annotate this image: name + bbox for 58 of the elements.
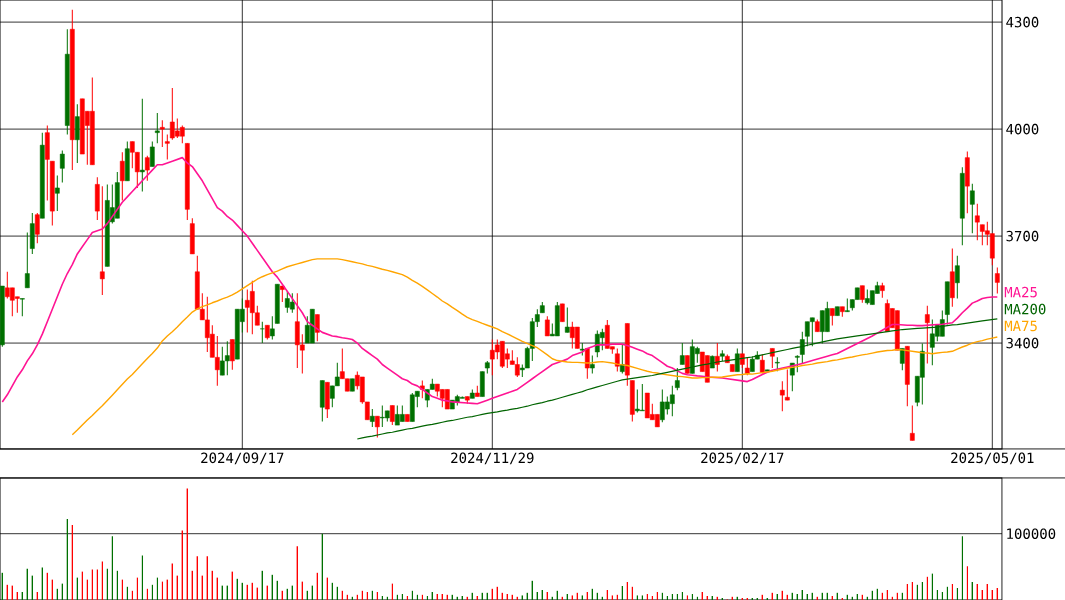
candlestick: [229, 339, 235, 371]
candlestick: [34, 212, 40, 244]
candlestick: [154, 112, 160, 144]
candlestick: [389, 404, 395, 426]
candlestick: [314, 314, 320, 342]
candlestick: [784, 368, 790, 401]
candlestick: [674, 367, 680, 391]
candlestick: [779, 380, 785, 412]
candlestick: [54, 174, 60, 212]
candlestick: [679, 342, 685, 365]
candlestick: [844, 298, 850, 313]
candlestick: [144, 155, 150, 182]
x-tick-label: 2024/09/17: [201, 452, 284, 465]
candlestick: [799, 331, 805, 364]
y-tick-label: 3700: [1006, 230, 1039, 242]
candlestick: [119, 151, 125, 201]
series-label: MA25: [1004, 286, 1037, 298]
candlestick: [714, 342, 720, 373]
candlestick: [909, 404, 915, 441]
candlestick: [159, 119, 165, 148]
candlestick: [24, 232, 30, 289]
candlestick: [74, 103, 80, 164]
candlestick: [614, 347, 620, 373]
x-tick-label: 2025/05/01: [951, 452, 1034, 465]
candlestick: [994, 266, 1000, 295]
y-tick-label: 4000: [1006, 123, 1039, 135]
candlestick: [924, 305, 930, 364]
candlestick: [514, 356, 520, 378]
candlestick: [639, 383, 645, 412]
candlestick: [269, 315, 275, 341]
x-tick-label: 2024/11/29: [451, 452, 534, 465]
candlestick: [214, 335, 220, 387]
candlestick: [599, 328, 605, 351]
candlestick: [564, 306, 570, 333]
candlestick: [899, 347, 905, 371]
candlestick: [734, 347, 740, 373]
candlestick: [139, 98, 145, 193]
candlestick: [669, 385, 675, 417]
candlestick: [954, 255, 960, 299]
candlestick: [259, 321, 265, 344]
x-tick-label: 2025/02/17: [701, 452, 784, 465]
candlestick: [374, 415, 380, 439]
series-label: MA200: [1004, 303, 1046, 315]
candlestick: [974, 203, 980, 241]
candlestick: [59, 150, 65, 184]
y-tick-label: 3400: [1006, 337, 1039, 349]
y-tick-label: 100000: [1007, 528, 1056, 539]
y-tick-label: 4300: [1006, 16, 1039, 28]
candlestick: [574, 326, 580, 349]
candlestick: [149, 141, 155, 168]
candlestick: [289, 292, 295, 314]
candlestick: [164, 133, 170, 160]
series-label: MA75: [1004, 320, 1037, 332]
candlestick: [969, 183, 975, 234]
candlestick: [99, 185, 105, 296]
candlestick: [224, 340, 230, 376]
candlestick: [824, 301, 830, 333]
candlestick: [544, 315, 550, 337]
